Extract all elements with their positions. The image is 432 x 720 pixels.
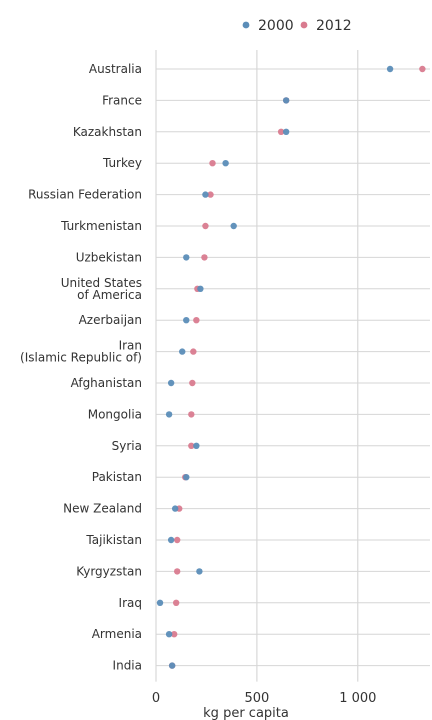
point-2000 <box>167 379 175 387</box>
point-2012 <box>193 317 200 324</box>
category-label-line: Pakistan <box>92 470 142 484</box>
point-2000 <box>165 631 173 638</box>
category-label-line: Tajikistan <box>85 533 142 547</box>
category-label: Australia <box>89 62 142 76</box>
category-label: Syria <box>112 439 142 453</box>
point-2012 <box>188 442 195 449</box>
point-2012 <box>172 599 180 606</box>
category-label: Kyrgyzstan <box>76 564 142 578</box>
category-label: Turkey <box>102 156 142 170</box>
category-label-line: Russian Federation <box>28 188 142 202</box>
point-2012 <box>277 128 285 135</box>
category-label: Pakistan <box>92 470 142 484</box>
category-label: France <box>102 93 142 107</box>
category-label: Iran (Islamic Republic of) <box>20 339 142 365</box>
point-2000 <box>167 536 175 544</box>
point-2000 <box>386 65 394 73</box>
x-axis-title: kg per capita <box>203 706 289 720</box>
point-2012 <box>190 348 197 355</box>
category-label-line: Australia <box>89 62 142 76</box>
x-tick-label: 1 000 <box>339 691 376 706</box>
point-2000 <box>165 411 173 418</box>
category-label-line: Kazakhstan <box>73 125 142 139</box>
x-axis-ticks: 0 500 1 000 <box>152 691 377 706</box>
category-label-line: India <box>113 659 142 673</box>
category-label-line: Armenia <box>92 627 142 641</box>
category-rows: Australia France Kazakhstan Turkey Russian F… <box>20 62 430 673</box>
point-2000 <box>183 254 190 261</box>
point-2000 <box>197 285 204 292</box>
point-2000 <box>282 97 290 104</box>
point-2012 <box>419 65 426 73</box>
legend-label: 2000 <box>258 18 294 34</box>
category-label-line: Iran <box>119 339 142 353</box>
category-label-line: Mongolia <box>88 407 142 421</box>
point-2012 <box>201 254 208 261</box>
data-points <box>156 65 426 669</box>
point-2000 <box>222 160 229 167</box>
point-2000 <box>196 568 203 575</box>
point-2012 <box>202 222 209 230</box>
point-2012 <box>170 631 178 638</box>
point-2012 <box>173 536 181 544</box>
point-2000 <box>230 222 237 230</box>
point-2000 <box>179 348 186 355</box>
point-2000 <box>183 474 190 481</box>
point-2000 <box>282 128 290 135</box>
category-label-line: Azerbaijan <box>79 313 142 327</box>
category-label-line: Turkey <box>102 156 142 170</box>
category-label-line: United States <box>61 276 142 290</box>
category-label-line: Afghanistan <box>71 376 142 390</box>
category-label-line: (Islamic Republic of) <box>20 351 142 365</box>
point-2000 <box>202 191 209 198</box>
point-2012 <box>207 191 214 198</box>
category-label: Kazakhstan <box>73 125 142 139</box>
category-label: Azerbaijan <box>79 313 142 327</box>
category-label: Iraq <box>119 596 142 610</box>
category-label-line: of America <box>77 288 142 302</box>
point-2012 <box>188 411 195 418</box>
x-tick-label: 500 <box>244 691 269 706</box>
legend: 2000 2012 <box>242 18 352 34</box>
category-label: Mongolia <box>88 407 142 421</box>
point-2012 <box>209 160 216 167</box>
category-label: United States of America <box>61 276 142 302</box>
category-label: Tajikistan <box>85 533 142 547</box>
point-2000 <box>156 599 164 606</box>
category-label-line: Uzbekistan <box>76 250 142 264</box>
category-label: New Zealand <box>63 502 142 516</box>
legend-label: 2012 <box>316 18 352 34</box>
point-2000 <box>193 442 200 449</box>
category-label-line: Iraq <box>119 596 142 610</box>
category-label: Turkmenistan <box>60 219 142 233</box>
point-2012 <box>189 379 196 387</box>
category-label-line: Turkmenistan <box>60 219 142 233</box>
category-label-line: Syria <box>112 439 142 453</box>
point-2012 <box>173 568 181 575</box>
grid <box>155 50 359 682</box>
category-label: Armenia <box>92 627 142 641</box>
point-2000 <box>168 662 176 669</box>
category-label-line: Kyrgyzstan <box>76 564 142 578</box>
category-label: Uzbekistan <box>76 250 142 264</box>
point-2000 <box>183 317 190 324</box>
category-label-line: New Zealand <box>63 502 142 516</box>
point-2000 <box>171 505 179 512</box>
category-label-line: France <box>102 93 142 107</box>
category-label: India <box>113 659 142 673</box>
legend-swatch-2012 <box>300 21 308 29</box>
x-tick-label: 0 <box>152 691 160 706</box>
category-label: Russian Federation <box>28 188 142 202</box>
category-label: Afghanistan <box>71 376 142 390</box>
legend-swatch-2000 <box>242 21 250 29</box>
